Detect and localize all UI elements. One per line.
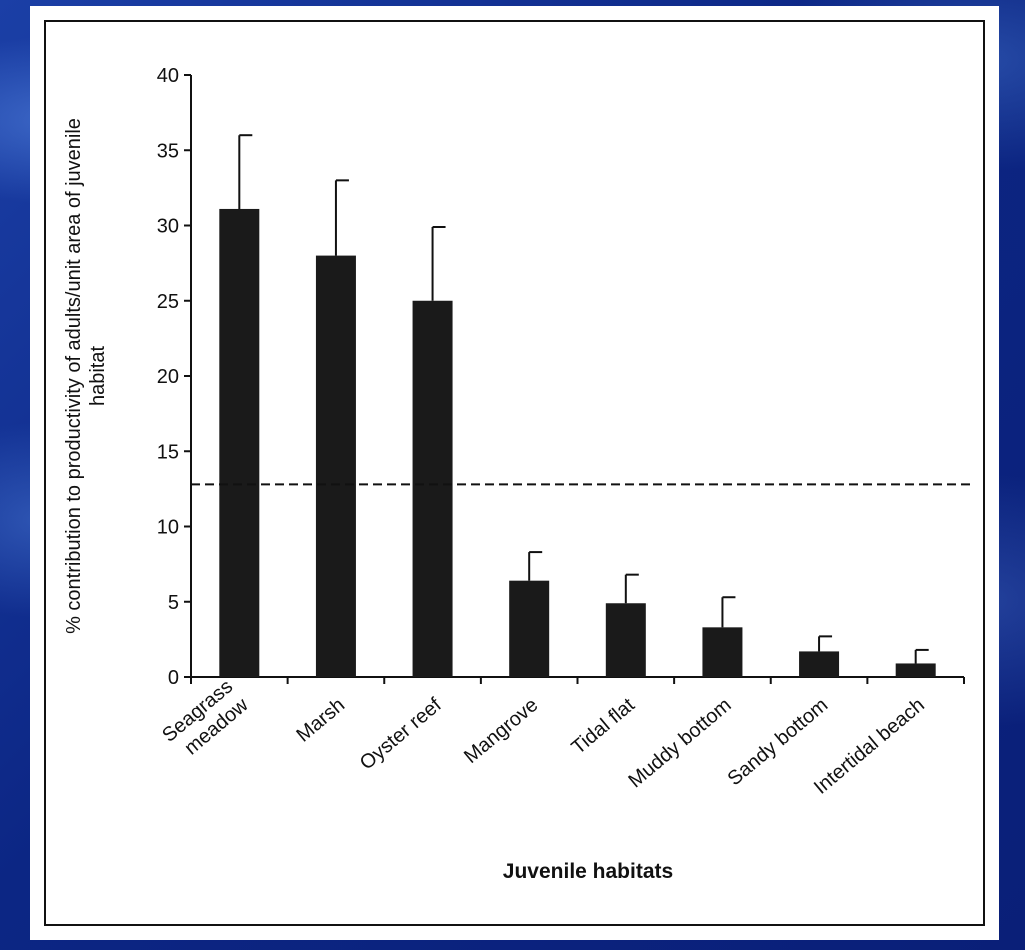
- bar: [219, 208, 260, 677]
- bar: [315, 255, 356, 677]
- y-tick-label: 0: [168, 667, 179, 689]
- y-tick-label: 25: [157, 291, 179, 313]
- figure-panel: 0 5 10 15 20 25 30 35 40 Seagrass meadow Marsh Oyste…: [30, 6, 999, 940]
- bar: [799, 651, 840, 677]
- y-tick-label: 40: [157, 65, 179, 87]
- y-tick-label: 15: [157, 441, 179, 463]
- y-tick-label: 10: [157, 517, 179, 539]
- bar: [412, 300, 453, 677]
- chart-frame: [44, 20, 985, 926]
- bar: [509, 580, 550, 677]
- y-axis-title-line: % contribution to productivity of adults…: [63, 118, 85, 634]
- bar: [702, 627, 743, 677]
- y-tick-label: 35: [157, 140, 179, 162]
- bar: [895, 663, 936, 677]
- y-axis-title: % contribution to productivity of adults…: [63, 118, 109, 634]
- bar: [605, 603, 646, 677]
- y-tick-label: 20: [157, 366, 179, 388]
- x-axis-title: Juvenile habitats: [503, 860, 673, 883]
- y-tick-label: 30: [157, 216, 179, 238]
- y-axis-title-line: habitat: [87, 346, 109, 406]
- y-tick-label: 5: [168, 592, 179, 614]
